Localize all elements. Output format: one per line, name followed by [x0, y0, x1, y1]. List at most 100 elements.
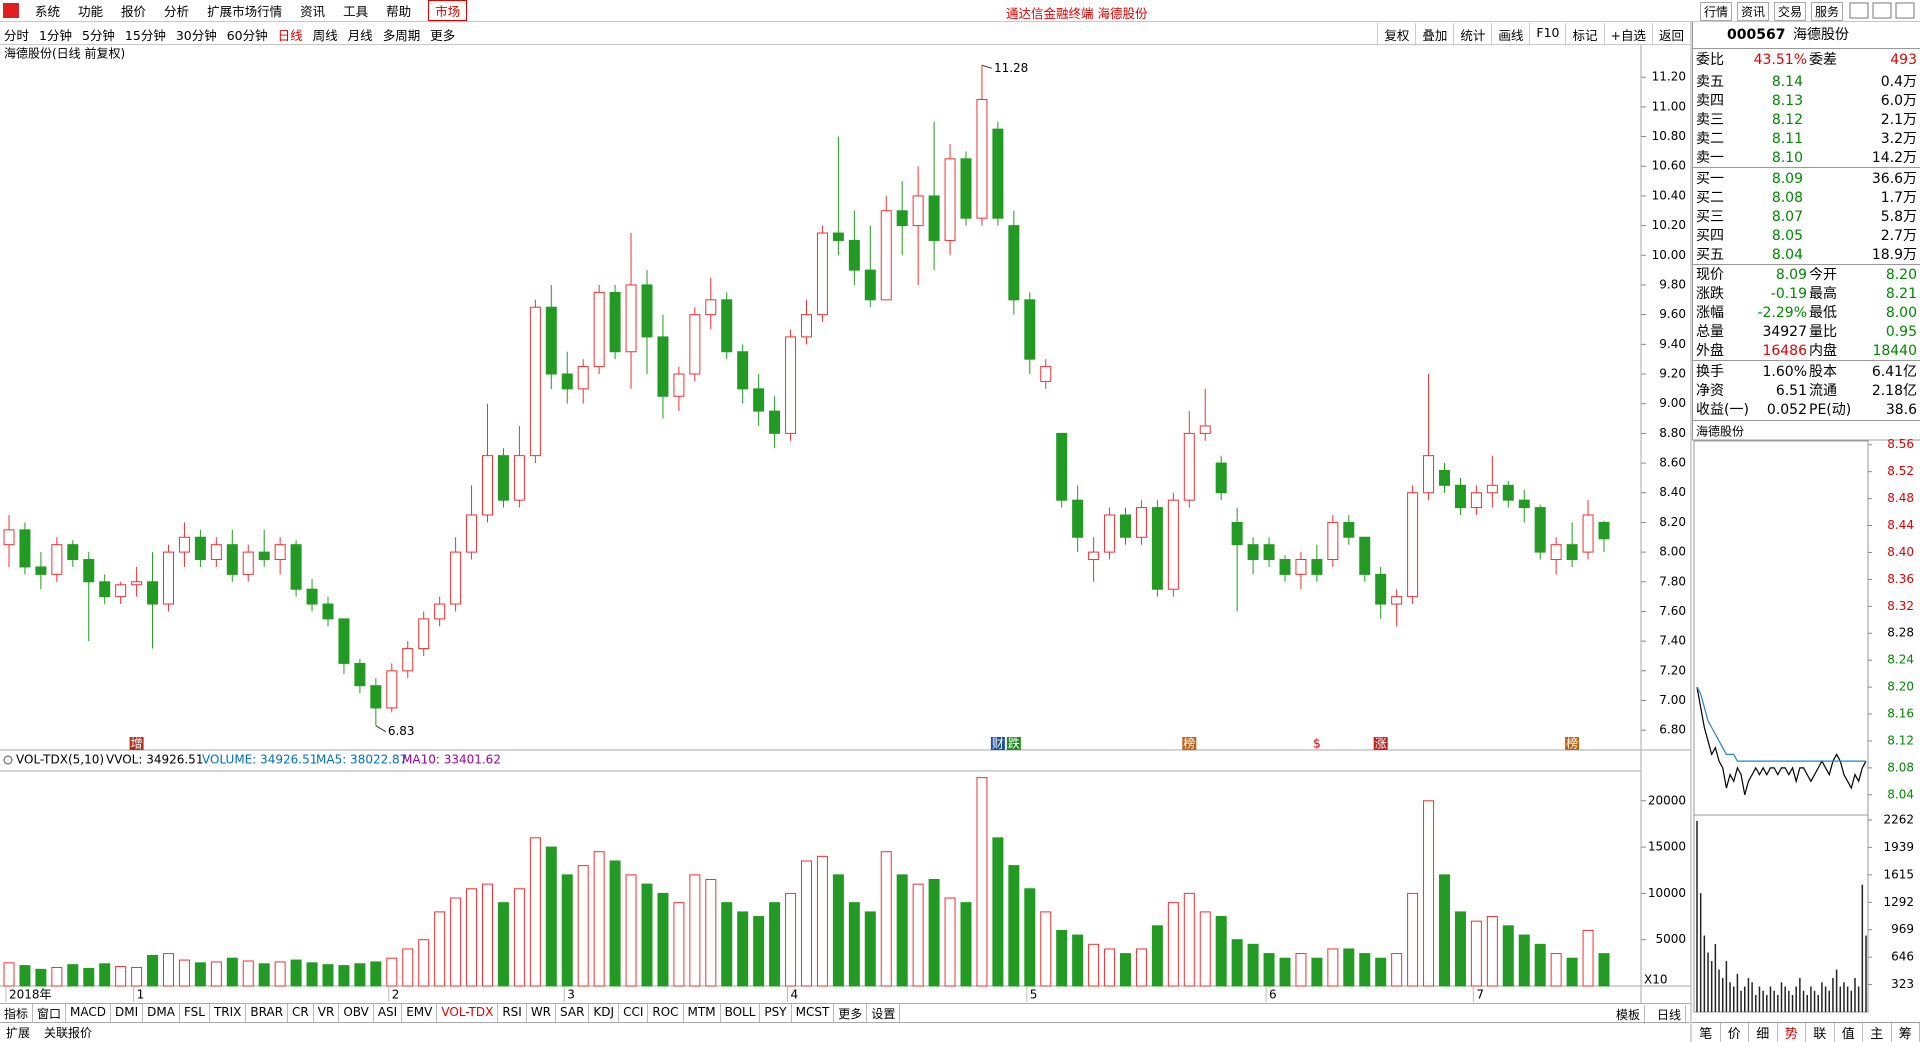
indicator-tab[interactable]: VR — [314, 1004, 340, 1022]
volume-bar — [402, 948, 414, 987]
event-marker — [990, 737, 1005, 750]
indicator-tab[interactable]: KDJ — [589, 1004, 620, 1022]
quote-value: 6.51 — [1775, 383, 1807, 399]
status-item[interactable]: 扩展 — [6, 1026, 31, 1040]
volume-bar — [673, 902, 685, 987]
period-button[interactable]: 分时 — [4, 28, 30, 43]
indicator-tab[interactable]: ROC — [648, 1004, 684, 1022]
side-tab[interactable]: 值 — [1835, 1023, 1863, 1042]
period-button[interactable]: 月线 — [347, 28, 373, 43]
period-button[interactable]: 日线 — [277, 28, 303, 43]
tool-button[interactable]: 返回 — [1651, 23, 1690, 46]
period-button[interactable]: 30分钟 — [175, 28, 217, 43]
menu-item[interactable]: 系统 — [35, 4, 61, 19]
indicator-tab[interactable]: 设置 — [867, 1004, 901, 1022]
candle-body — [864, 269, 876, 301]
period-button[interactable]: 15分钟 — [124, 28, 166, 43]
indicator-tab[interactable]: MCST — [792, 1004, 835, 1022]
indicator-tab[interactable]: MTM — [684, 1004, 721, 1022]
period-button[interactable]: 周线 — [312, 28, 338, 43]
period-button[interactable]: 1分钟 — [39, 28, 72, 43]
volume-bar — [1151, 925, 1163, 987]
indicator-tab[interactable]: DMA — [143, 1004, 180, 1022]
candle-body — [1327, 521, 1339, 561]
indicator-tab[interactable]: TRIX — [210, 1004, 247, 1022]
indicator-tab[interactable]: ASI — [374, 1004, 403, 1022]
indicator-tab[interactable]: 窗口 — [33, 1004, 67, 1022]
candle-body — [545, 306, 557, 375]
indicator-tab[interactable]: CR — [288, 1004, 314, 1022]
side-tab[interactable]: 联 — [1806, 1023, 1835, 1042]
indicator-tab[interactable]: FSL — [180, 1004, 210, 1022]
indicator-tab[interactable]: VOL-TDX — [437, 1004, 499, 1022]
tool-button[interactable]: 标记 — [1565, 23, 1603, 46]
tool-button[interactable]: F10 — [1529, 23, 1565, 46]
candle-body — [1247, 544, 1259, 561]
indicator-tab[interactable]: 指标 — [0, 1004, 34, 1022]
status-item[interactable]: 关联报价 — [44, 1026, 93, 1040]
indicator-tab[interactable]: PSY — [760, 1004, 792, 1022]
indicator-tab[interactable]: BOLL — [721, 1004, 761, 1022]
indicator-tab[interactable]: 更多 — [834, 1004, 868, 1022]
indicator-tab[interactable]: EMV — [402, 1004, 438, 1022]
candle-body — [1359, 536, 1371, 575]
volume-bar — [1439, 874, 1450, 987]
period-button[interactable]: 5分钟 — [81, 28, 115, 43]
top-button[interactable]: 服务 — [1811, 2, 1844, 21]
separator — [1693, 167, 1920, 168]
quote-value: 2.18亿 — [1871, 383, 1917, 399]
y-tick-label: 20000 — [1648, 793, 1686, 807]
tool-button[interactable]: +自选 — [1603, 23, 1652, 46]
candle-body — [1407, 492, 1419, 598]
candle-body — [1502, 484, 1514, 501]
menu-item[interactable]: 报价 — [121, 4, 147, 19]
side-tab[interactable]: 笔 — [1692, 1023, 1721, 1042]
period-indicator[interactable]: 日线 — [1653, 1005, 1687, 1024]
period-button[interactable]: 更多 — [430, 28, 456, 43]
tool-button[interactable]: 复权 — [1377, 23, 1415, 46]
indicator-tab[interactable]: OBV — [339, 1004, 374, 1022]
menu-item[interactable]: 帮助 — [386, 4, 412, 19]
indicator-tab[interactable]: SAR — [556, 1004, 590, 1022]
menu-item[interactable]: 扩展市场行情 — [207, 4, 283, 19]
indicator-tab[interactable]: RSI — [498, 1004, 527, 1022]
volume-bar — [625, 874, 637, 987]
indicator-tab[interactable]: MACD — [66, 1004, 112, 1022]
menu-item[interactable]: 功能 — [78, 4, 104, 19]
candle-body — [131, 581, 143, 586]
period-button[interactable]: 60分钟 — [226, 28, 268, 43]
candle-body — [816, 232, 828, 316]
indicator-tab[interactable]: DMI — [111, 1004, 144, 1022]
top-button[interactable]: 交易 — [1774, 2, 1807, 21]
volume-bar — [194, 962, 206, 987]
volume-bar — [322, 964, 334, 987]
side-tab[interactable]: 势 — [1778, 1023, 1806, 1042]
indicator-tab[interactable]: CCI — [619, 1004, 649, 1022]
top-button[interactable]: 资讯 — [1737, 2, 1770, 21]
candle-body — [785, 336, 797, 434]
side-tab[interactable]: 价 — [1721, 1023, 1749, 1042]
window-control[interactable] — [1849, 2, 1869, 19]
window-control[interactable] — [1872, 2, 1892, 19]
top-button[interactable]: 行情 — [1700, 2, 1733, 21]
market-tab[interactable]: 市场 — [428, 0, 468, 21]
period-button[interactable]: 多周期 — [382, 28, 421, 43]
indicator-tab[interactable]: WR — [527, 1004, 557, 1022]
candle-body — [1120, 514, 1131, 538]
side-tab[interactable]: 主 — [1863, 1023, 1892, 1042]
tool-button[interactable]: 叠加 — [1415, 23, 1453, 46]
window-control[interactable] — [1895, 2, 1915, 19]
side-tab[interactable]: 细 — [1749, 1023, 1778, 1042]
candle-body — [274, 544, 286, 561]
template-button[interactable]: 模板 — [1612, 1005, 1646, 1024]
tool-button[interactable]: 统计 — [1453, 23, 1491, 46]
menu-item[interactable]: 资讯 — [300, 4, 326, 19]
indicator-tab[interactable]: BRAR — [246, 1004, 289, 1022]
volume-bar — [1311, 957, 1323, 987]
menu-item[interactable]: 分析 — [164, 4, 190, 19]
menu-item[interactable]: 工具 — [343, 4, 369, 19]
indicator-title: VOL-TDX(5,10) — [16, 753, 104, 767]
volume-bar — [1454, 911, 1466, 987]
tool-button[interactable]: 画线 — [1491, 23, 1529, 46]
side-tab[interactable]: 筹 — [1892, 1023, 1920, 1042]
